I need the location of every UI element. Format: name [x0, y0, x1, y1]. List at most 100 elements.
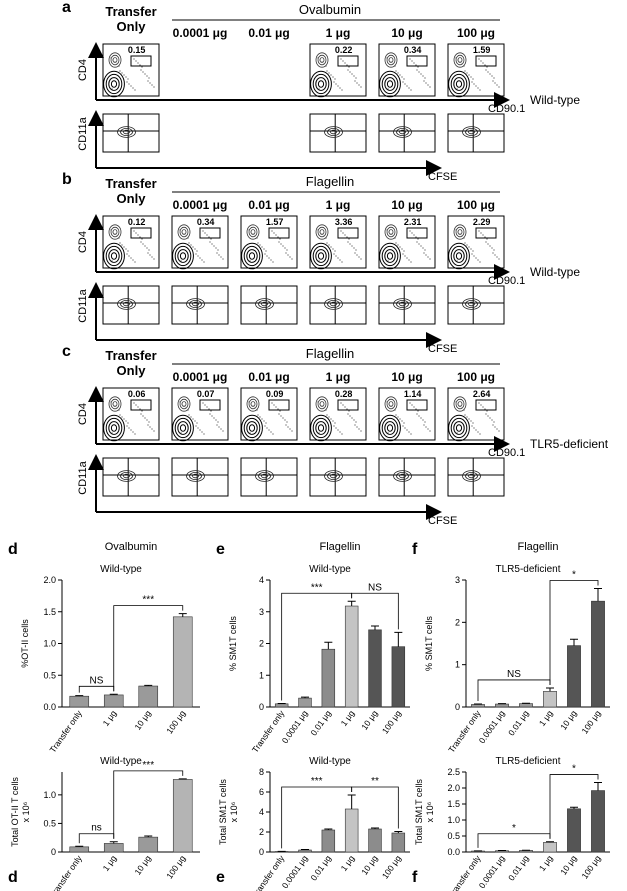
event-dot	[112, 231, 114, 233]
bar	[391, 646, 406, 708]
event-dot	[249, 432, 251, 434]
contour	[317, 226, 327, 238]
gate	[199, 399, 221, 411]
bar	[138, 836, 159, 853]
event-dot	[397, 72, 399, 74]
event-dot	[127, 250, 129, 252]
event-dot	[134, 261, 136, 263]
event-dot	[390, 233, 392, 235]
contour	[465, 299, 478, 308]
event-dot	[135, 404, 137, 406]
event-dot	[146, 419, 148, 421]
event-dot	[387, 260, 389, 262]
contour	[243, 417, 261, 439]
x-tick-label: 100 μg	[579, 708, 602, 735]
event-dot	[134, 89, 136, 91]
flow-plot	[102, 215, 160, 269]
event-dot	[424, 249, 426, 251]
event-dot	[146, 247, 148, 249]
y-marker: CD11a	[77, 460, 89, 494]
y-axis-label: %OT-II cells	[20, 619, 30, 668]
event-dot	[353, 419, 355, 421]
event-dot	[250, 231, 252, 233]
error-bar	[570, 638, 578, 646]
event-dot	[264, 425, 266, 427]
transfer-header: Only	[117, 19, 147, 34]
event-dot	[190, 244, 192, 246]
event-dot	[475, 85, 477, 87]
event-dot	[141, 66, 143, 68]
event-dot	[473, 427, 475, 429]
event-dot	[332, 420, 334, 422]
event-dot	[406, 429, 408, 431]
event-dot	[472, 250, 474, 252]
contour	[105, 417, 123, 439]
flow-plot	[240, 387, 298, 441]
flow-plot	[447, 215, 505, 269]
contour	[396, 471, 409, 480]
event-dot	[125, 248, 127, 250]
event-dot	[344, 406, 346, 408]
event-dot	[197, 255, 199, 257]
event-dot	[479, 89, 481, 91]
event-dot	[464, 414, 466, 416]
event-dot	[116, 63, 118, 65]
event-dot	[280, 243, 282, 245]
event-dot	[461, 235, 463, 237]
event-dot	[190, 416, 192, 418]
event-dot	[427, 256, 429, 258]
event-dot	[118, 409, 120, 411]
event-dot	[349, 415, 351, 417]
event-dot	[286, 249, 288, 251]
significance-label: *	[572, 569, 576, 580]
y-tick-label: 0.0	[447, 847, 460, 857]
event-dot	[112, 59, 114, 61]
event-dot	[334, 250, 336, 252]
event-dot	[387, 88, 389, 90]
event-dot	[386, 401, 388, 403]
gate-percent: 0.15	[128, 45, 146, 55]
event-dot	[494, 426, 496, 428]
y-tick-label: 0.0	[43, 702, 56, 712]
x-marker: CFSE	[428, 171, 457, 183]
event-dot	[270, 431, 272, 433]
event-dot	[151, 428, 153, 430]
event-dot	[342, 404, 344, 406]
x-tick-label: 100 μg	[164, 708, 187, 735]
event-dot	[130, 429, 132, 431]
event-dot	[213, 417, 215, 419]
event-dot	[203, 261, 205, 263]
flow-plot	[102, 387, 160, 441]
significance-label: NS	[368, 582, 382, 593]
contour	[189, 471, 202, 480]
y-tick-label: 0	[259, 847, 264, 857]
contour	[123, 301, 130, 307]
contour	[255, 470, 274, 482]
flow-plot	[171, 215, 229, 269]
event-dot	[341, 261, 343, 263]
strain-label: Wild-type	[530, 265, 580, 279]
contour	[453, 421, 465, 435]
event-dot	[128, 427, 130, 429]
panel-label: f	[412, 541, 418, 558]
contour	[381, 417, 399, 439]
event-dot	[342, 60, 344, 62]
contour	[381, 73, 399, 95]
event-dot	[287, 426, 289, 428]
contour	[172, 242, 194, 270]
event-dot	[347, 69, 349, 71]
significance-label: NS	[90, 675, 104, 686]
flow-plot	[309, 285, 367, 325]
error-bar	[594, 587, 602, 602]
x-tick-label: 0.01 μg	[506, 853, 531, 882]
bar	[172, 616, 193, 708]
contour	[468, 473, 475, 479]
event-dot	[330, 418, 332, 420]
event-dot	[455, 229, 457, 231]
event-dot	[411, 60, 413, 62]
event-dot	[141, 238, 143, 240]
event-dot	[413, 406, 415, 408]
significance-label: ns	[91, 823, 102, 834]
event-dot	[199, 429, 201, 431]
contour	[174, 245, 192, 267]
